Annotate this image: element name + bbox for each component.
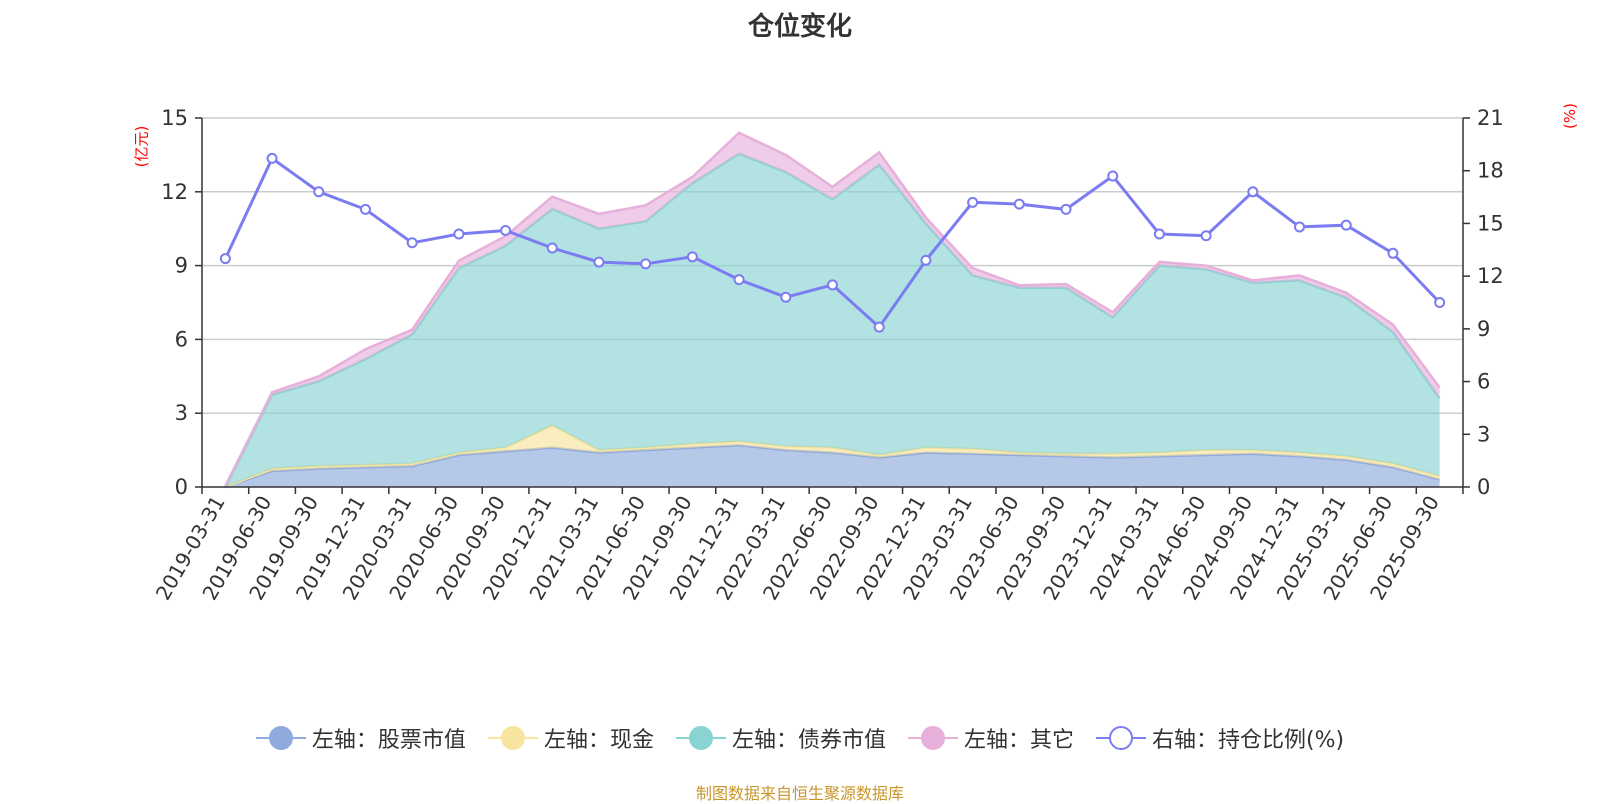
right-axis-tick-label: 3 [1477,422,1490,446]
ratio-point [453,228,465,240]
left-axis-tick-label: 0 [175,475,188,499]
legend-label: 左轴：其它 [963,728,1074,753]
left-axis-unit-label: (亿元) [132,125,151,168]
right-axis-tick-label: 21 [1477,106,1504,130]
circle-filled-icon [255,725,306,751]
chart-title: 仓位变化 [747,12,852,42]
ratio-point [967,196,979,208]
right-axis-tick-label: 0 [1477,475,1490,499]
ratio-point [1247,186,1259,198]
ratio-point [313,186,325,198]
ratio-point [1294,221,1306,233]
circle-filled-icon [907,725,958,751]
circle-filled-icon [487,725,538,751]
legend-item-bond[interactable]: 左轴：债券市值 [675,722,886,754]
right-axis-tick-label: 18 [1477,159,1504,183]
ratio-point [546,242,558,254]
area-edge-other [224,131,1441,487]
ratio-point [406,237,418,249]
area-cash [225,425,1440,487]
chart-legend: 左轴：股票市值 左轴：现金 左轴：债券市值 左轴：其它 右轴：持仓比例(%) [0,722,1600,754]
ratio-point [1013,198,1025,210]
right-axis-tick-label: 12 [1477,264,1504,288]
legend-item-other[interactable]: 左轴：其它 [907,722,1074,754]
circle-filled-icon [675,725,726,751]
ratio-point [1200,230,1212,242]
ratio-point [780,291,792,303]
ratio-point [686,251,698,263]
ratio-point [593,256,605,268]
left-axis-tick-label: 3 [175,401,188,425]
right-axis-tick-label: 9 [1477,317,1490,341]
left-axis-tick-label: 12 [161,180,188,204]
legend-label: 左轴：现金 [543,728,654,753]
ratio-point [1107,170,1119,182]
ratio-point [827,279,838,291]
left-axis-tick-label: 15 [161,106,188,130]
ratio-point [1387,247,1399,259]
ratio-point [500,224,512,236]
legend-label: 左轴：股票市值 [311,728,466,753]
right-axis-tick-label: 6 [1477,370,1490,394]
ratio-point [359,203,371,215]
legend-label: 左轴：债券市值 [731,728,886,753]
area-other [225,132,1440,488]
circle-hollow-icon [1095,725,1146,751]
ratio-point [640,258,652,270]
legend-item-ratio[interactable]: 右轴：持仓比例(%) [1095,722,1345,754]
data-source-footer: 制图数据来自恒生聚源数据库 [695,784,904,803]
ratio-point [1340,219,1352,231]
left-axis-tick-label: 9 [175,254,188,278]
ratio-point [266,152,278,164]
right-axis-tick-label: 15 [1477,211,1504,235]
ratio-point [920,254,932,266]
area-stock [225,445,1440,487]
legend-label: 右轴：持仓比例(%) [1151,728,1345,753]
ratio-point [219,253,231,265]
right-axis-unit-label: (%) [1560,103,1579,129]
ratio-point [873,321,885,333]
ratio-point [1060,203,1072,215]
area-bond [225,153,1440,487]
left-axis-tick-label: 6 [175,327,188,351]
ratio-point [1434,297,1446,308]
ratio-point [733,274,745,286]
legend-item-stock[interactable]: 左轴：股票市值 [255,722,466,754]
ratio-point [1153,228,1165,240]
legend-item-cash[interactable]: 左轴：现金 [487,722,654,754]
